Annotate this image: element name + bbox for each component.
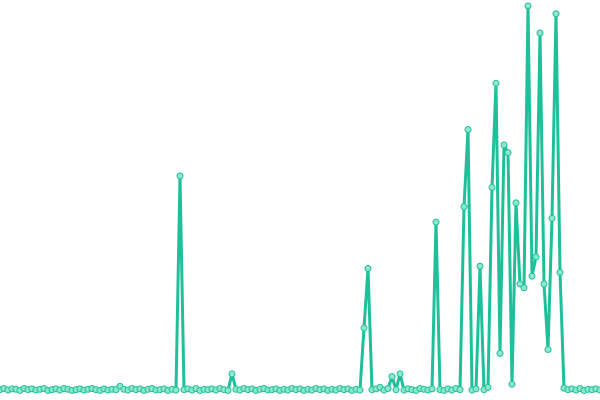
point	[396, 370, 404, 378]
point	[476, 262, 484, 270]
point	[472, 385, 480, 393]
point	[552, 10, 560, 18]
point	[500, 141, 508, 149]
point	[356, 386, 364, 394]
point	[432, 218, 440, 226]
point	[172, 386, 180, 394]
point	[508, 380, 516, 388]
point	[428, 385, 436, 393]
point	[384, 385, 392, 393]
point	[496, 349, 504, 357]
point	[360, 324, 368, 332]
point	[544, 346, 552, 354]
point	[464, 126, 472, 134]
point	[556, 268, 564, 276]
point	[388, 373, 396, 381]
point	[228, 370, 236, 378]
point	[460, 203, 468, 211]
point	[540, 280, 548, 288]
point	[512, 199, 520, 207]
point	[456, 386, 464, 394]
point	[364, 264, 372, 272]
point	[224, 386, 232, 394]
point	[548, 214, 556, 222]
point	[520, 284, 528, 292]
point	[484, 383, 492, 391]
point	[524, 2, 532, 10]
point	[492, 79, 500, 87]
point	[532, 253, 540, 261]
point	[596, 386, 600, 394]
point	[176, 172, 184, 180]
line	[0, 4, 600, 392]
point	[536, 29, 544, 37]
point	[528, 272, 536, 280]
point	[488, 183, 496, 191]
point	[504, 149, 512, 157]
point	[392, 386, 400, 394]
